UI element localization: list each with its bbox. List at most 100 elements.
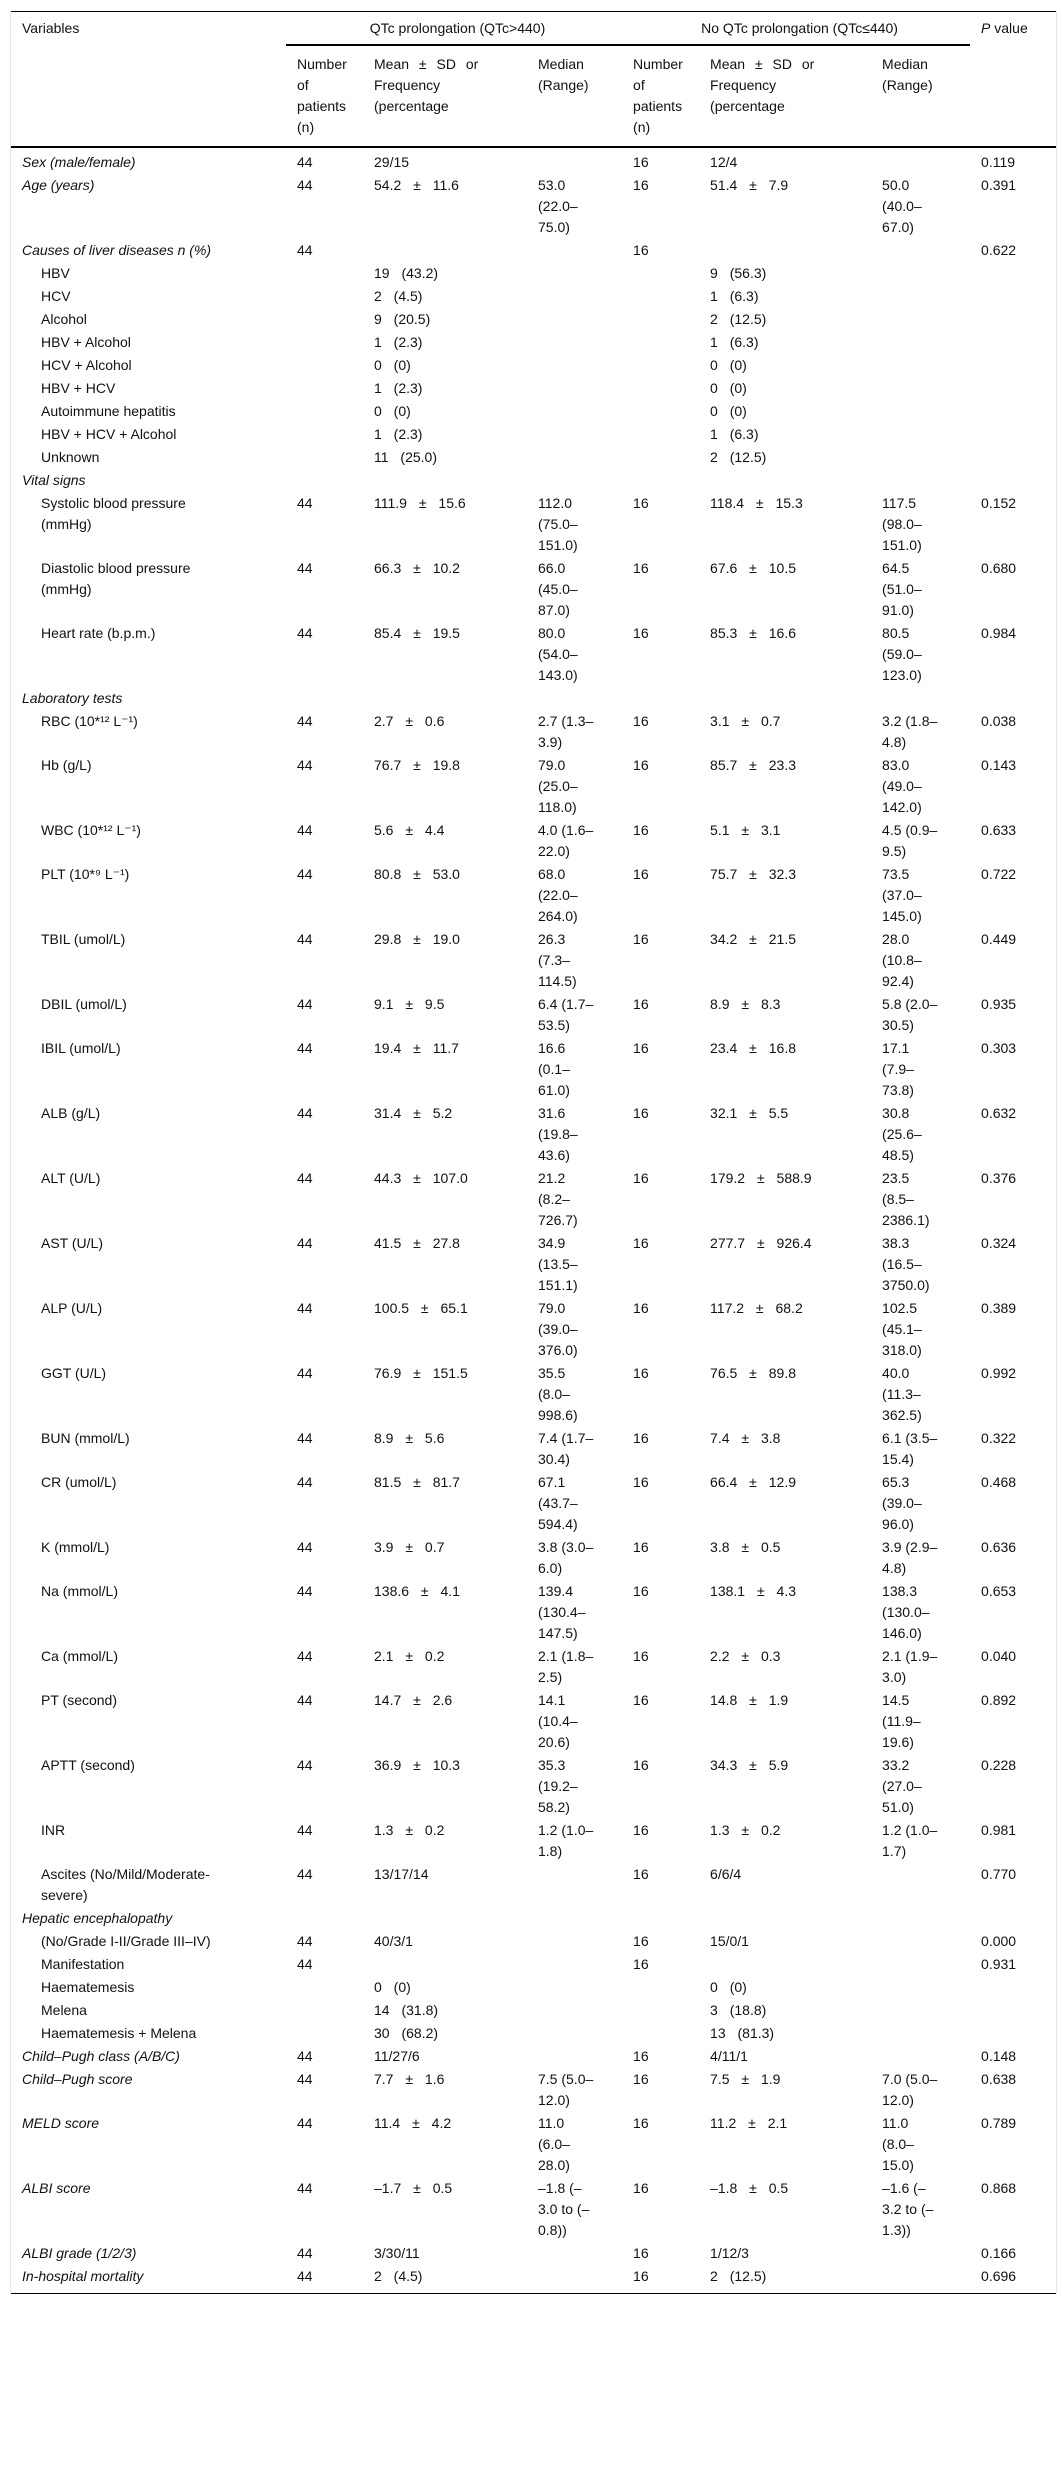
variable-label: HBV [41, 265, 70, 281]
median-no-prolongation: 3.9 (2.9–4.8) [871, 1536, 970, 1580]
variable-label: CR (umol/L) [41, 1474, 117, 1490]
variable-label: HBV + Alcohol [41, 334, 131, 350]
mean-qtc-prolonged: 2 (4.5) [374, 288, 423, 304]
median-no-prolongation: 40.0 (11.3–362.5) [871, 1362, 970, 1427]
median-qtc-prolonged: 35.5 (8.0–998.6) [527, 1362, 622, 1427]
median-no-prolongation [871, 1999, 970, 2022]
n-qtc-prolonged: 44 [297, 1040, 313, 1056]
header-p-value: P value [970, 11, 1057, 45]
mean-qtc-prolonged: 5.6 ± 4.4 [374, 822, 445, 838]
variable-label: HCV + Alcohol [41, 357, 132, 373]
mean-no-prolongation: 138.1 ± 4.3 [710, 1583, 796, 1599]
median-no-prolongation-text: 17.1 (7.9–73.8) [882, 1040, 914, 1098]
mean-qtc-prolonged: 30 (68.2) [374, 2025, 439, 2041]
table-row: PLT (10*⁹ L⁻¹) 44 80.8 ± 53.0 68.0 (22.0–26… [11, 863, 1056, 928]
n-qtc-prolonged [286, 1907, 363, 1930]
mean-qtc-prolonged: 11/27/6 [374, 2048, 420, 2064]
median-no-prolongation-text: 64.5 (51.0–91.0) [882, 560, 922, 618]
table-row: Ascites (No/Mild/Moderate-severe) 44 13/17… [11, 1863, 1056, 1907]
p-value [970, 308, 1056, 331]
p-value: 0.931 [981, 1956, 1017, 1972]
n-no-prolongation: 16 [633, 713, 649, 729]
median-no-prolongation [871, 285, 970, 308]
p-value: 0.143 [981, 757, 1017, 773]
median-no-prolongation [871, 687, 970, 710]
mean-no-prolongation: 23.4 ± 16.8 [710, 1040, 796, 1056]
mean-qtc-prolonged: 11.4 ± 4.2 [374, 2115, 452, 2131]
header-variables: Variables [11, 11, 286, 45]
mean-no-prolongation: 34.3 ± 5.9 [710, 1757, 789, 1773]
p-value [970, 1999, 1056, 2022]
n-qtc-prolonged: 44 [297, 177, 313, 193]
median-qtc-prolonged-text: 67.1 (43.7–594.4) [538, 1474, 578, 1532]
mean-no-prolongation: 13 (81.3) [710, 2025, 775, 2041]
header-p-rest: value [990, 20, 1028, 36]
p-value [970, 331, 1056, 354]
variable-label: WBC (10*¹² L⁻¹) [41, 822, 141, 838]
median-qtc-prolonged: 2.7 (1.3–3.9) [527, 710, 622, 754]
mean-no-prolongation [699, 1953, 871, 1976]
header-mean-2-text: Mean ± SD or Frequency (percentage [710, 56, 815, 114]
mean-no-prolongation: 2 (12.5) [710, 449, 767, 465]
n-no-prolongation: 16 [633, 2180, 649, 2196]
median-no-prolongation-text: 7.0 (5.0–12.0) [882, 2071, 938, 2108]
median-no-prolongation: 4.5 (0.9–9.5) [871, 819, 970, 863]
table-row: Haematemesis + Melena 30 (68.2) 13 (81.3) [11, 2022, 1056, 2045]
table-row: ALBI score 44 –1.7 ± 0.5 –1.8 (–3.0 to (–0.… [11, 2177, 1056, 2242]
median-no-prolongation-text: 4.5 (0.9–9.5) [882, 822, 938, 859]
median-qtc-prolonged-text: 35.5 (8.0–998.6) [538, 1365, 578, 1423]
median-no-prolongation: 38.3 (16.5–3750.0) [871, 1232, 970, 1297]
median-no-prolongation [871, 147, 970, 174]
table-row: Manifestation 44 16 0.931 [11, 1953, 1056, 1976]
p-value: 0.935 [981, 996, 1017, 1012]
n-qtc-prolonged [286, 1976, 363, 1999]
median-no-prolongation-text: 23.5 (8.5–2386.1) [882, 1170, 930, 1228]
variable-label: Haematemesis [41, 1979, 135, 1995]
median-qtc-prolonged: 66.0 (45.0–87.0) [527, 557, 622, 622]
n-no-prolongation [622, 2022, 699, 2045]
median-qtc-prolonged: 1.2 (1.0–1.8) [527, 1819, 622, 1863]
median-qtc-prolonged: –1.8 (–3.0 to (–0.8)) [527, 2177, 622, 2242]
variable-label: In-hospital mortality [11, 2265, 286, 2294]
n-no-prolongation: 16 [633, 1933, 649, 1949]
n-no-prolongation: 16 [633, 1648, 649, 1664]
n-qtc-prolonged: 44 [297, 1170, 313, 1186]
median-qtc-prolonged: 6.4 (1.7–53.5) [527, 993, 622, 1037]
table-row: Ca (mmol/L) 44 2.1 ± 0.2 2.1 (1.8–2.5) 16 2.2… [11, 1645, 1056, 1689]
n-no-prolongation: 16 [633, 2245, 649, 2261]
table-row: ALT (U/L) 44 44.3 ± 107.0 21.2 (8.2–726.7) 1… [11, 1167, 1056, 1232]
n-no-prolongation [622, 377, 699, 400]
mean-no-prolongation: 0 (0) [710, 1979, 747, 1995]
mean-no-prolongation: 67.6 ± 10.5 [710, 560, 796, 576]
median-qtc-prolonged: 11.0 (6.0–28.0) [527, 2112, 622, 2177]
variable-label: AST (U/L) [41, 1235, 103, 1251]
variable-label: PLT (10*⁹ L⁻¹) [41, 866, 130, 882]
median-no-prolongation-text: 117.5 (98.0–151.0) [882, 495, 922, 553]
median-qtc-prolonged [527, 1930, 622, 1953]
median-no-prolongation-text: 102.5 (45.1–318.0) [882, 1300, 922, 1358]
n-no-prolongation [622, 262, 699, 285]
p-value: 0.722 [981, 866, 1017, 882]
median-qtc-prolonged: 2.1 (1.8–2.5) [527, 1645, 622, 1689]
table-row: HBV + HCV + Alcohol 1 (2.3) 1 (6.3) [11, 423, 1056, 446]
n-no-prolongation: 16 [633, 1583, 649, 1599]
median-qtc-prolonged: 31.6 (19.8–43.6) [527, 1102, 622, 1167]
header-n-2: Number of patients (n) [622, 45, 700, 148]
variable-label: HBV + HCV [41, 380, 116, 396]
table-row: Melena 14 (31.8) 3 (18.8) [11, 1999, 1056, 2022]
mean-no-prolongation: 0 (0) [710, 357, 747, 373]
median-no-prolongation [871, 446, 970, 469]
p-value: 0.696 [970, 2265, 1057, 2294]
n-no-prolongation: 16 [633, 931, 649, 947]
p-value: 0.152 [981, 495, 1017, 511]
median-qtc-prolonged-text: 7.5 (5.0–12.0) [538, 2071, 594, 2108]
p-value: 0.468 [981, 1474, 1017, 1490]
median-qtc-prolonged-text: 79.0 (25.0–118.0) [538, 757, 578, 815]
mean-no-prolongation: 85.7 ± 23.3 [710, 757, 796, 773]
header-median-1: Median (Range) [527, 45, 623, 148]
n-no-prolongation: 16 [633, 1866, 649, 1882]
median-qtc-prolonged [527, 1863, 622, 1907]
n-no-prolongation [622, 308, 699, 331]
variable-label: ALP (U/L) [41, 1300, 103, 1316]
n-qtc-prolonged: 44 [297, 495, 313, 511]
